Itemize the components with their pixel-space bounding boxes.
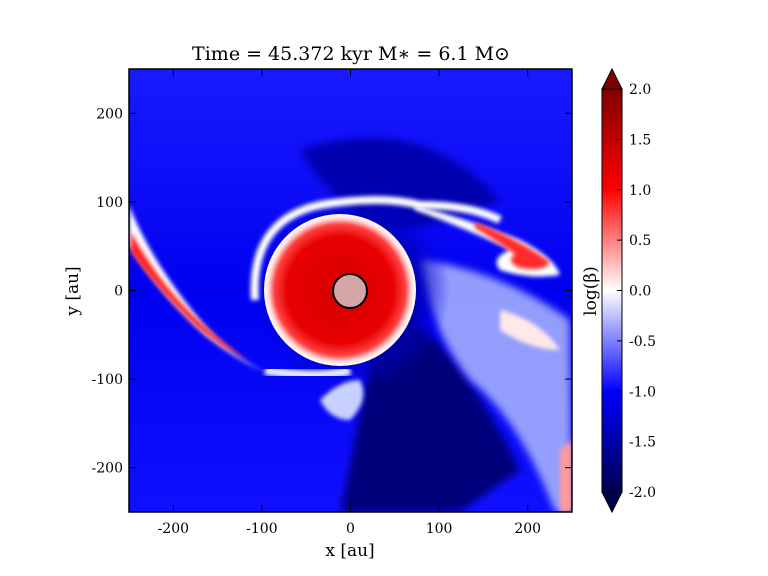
x-axis: -200 -100 0 100 200 [158, 69, 541, 537]
colorbar-tick-label: -1.5 [629, 435, 656, 451]
colorbar-extend-max [601, 67, 623, 90]
colorbar-tick-label: -0.5 [629, 334, 656, 350]
colorbar-tick-label: 0.0 [629, 284, 651, 300]
colorbar-tick-label: 2.0 [629, 82, 651, 98]
colorbar-tick-label: -2.0 [629, 485, 656, 501]
y-axis: -200 -100 0 100 200 [92, 106, 572, 477]
y-tick-label: -200 [92, 461, 123, 477]
y-tick-label: -100 [92, 372, 123, 388]
colorbar-tick-label: -1.0 [629, 384, 656, 400]
x-tick-label: 200 [514, 521, 541, 537]
y-tick-label: 0 [114, 284, 123, 300]
x-tick-label: 0 [346, 521, 355, 537]
y-axis-label: y [au] [63, 266, 83, 316]
y-tick-label: 100 [96, 195, 123, 211]
colorbar-tick-label: 0.5 [629, 233, 651, 249]
x-axis-label: x [au] [325, 541, 374, 561]
colorbar-tick-label: 1.5 [629, 132, 651, 148]
colorbar-extend-min [601, 491, 623, 514]
x-tick-label: -100 [246, 521, 277, 537]
colorbar: -2.0 -1.5 -1.0 -0.5 0.0 0.5 1.0 1.5 2.0 log(β) [581, 67, 656, 514]
colorbar-tick-label: 1.0 [629, 183, 651, 199]
chart-title: Time = 45.372 kyr M∗ = 6.1 M⊙ [192, 43, 510, 65]
x-tick-label: 100 [426, 521, 453, 537]
star-marker [332, 273, 368, 309]
x-tick-label: -200 [158, 521, 189, 537]
colorbar-label: log(β) [581, 266, 601, 316]
colorbar-ticks: -2.0 -1.5 -1.0 -0.5 0.0 0.5 1.0 1.5 2.0 [617, 82, 656, 501]
y-tick-label: 200 [96, 106, 123, 122]
